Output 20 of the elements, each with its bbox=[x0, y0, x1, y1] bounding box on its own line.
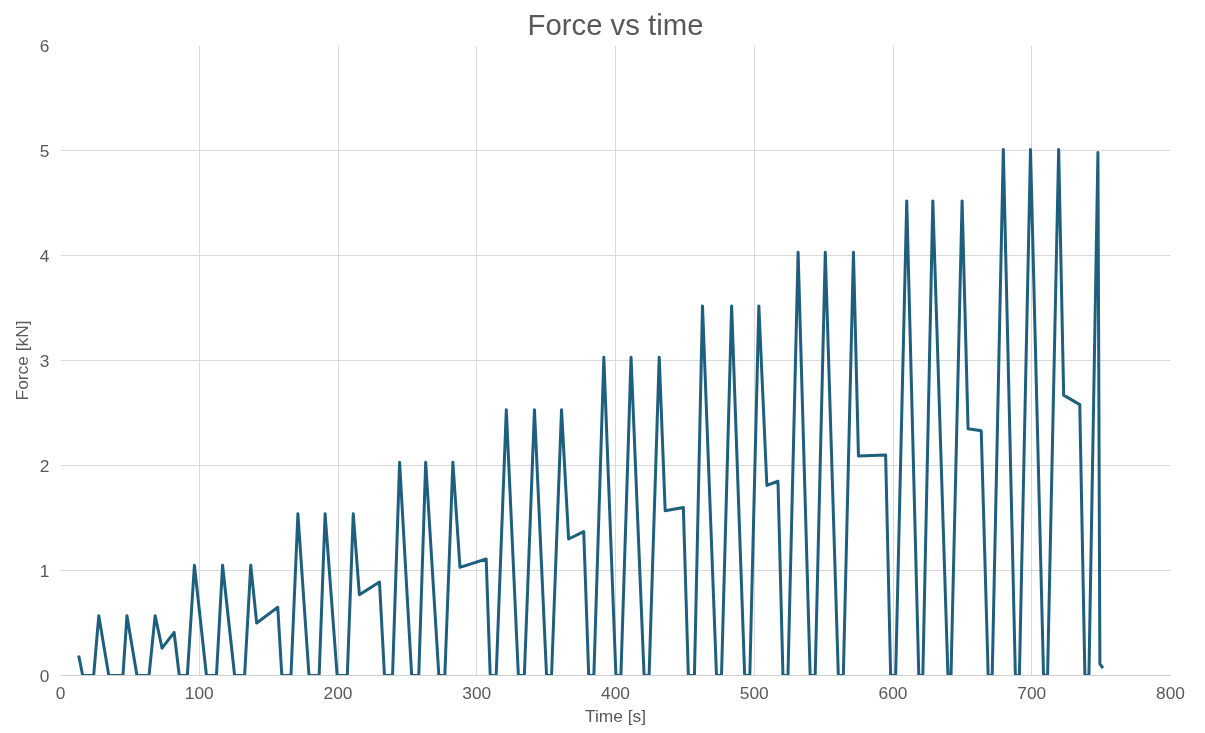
y-tick-label: 5 bbox=[39, 140, 50, 161]
y-tick-label: 4 bbox=[39, 245, 50, 266]
x-tick-label: 700 bbox=[1017, 682, 1047, 703]
y-tick-label: 0 bbox=[39, 665, 50, 686]
x-tick-label: 100 bbox=[184, 682, 214, 703]
x-tick-label: 300 bbox=[462, 682, 492, 703]
y-tick-label: 6 bbox=[39, 35, 50, 56]
x-tick-label: 0 bbox=[55, 682, 66, 703]
y-tick-label: 1 bbox=[39, 560, 50, 581]
y-axis-title: Force [kN] bbox=[11, 320, 32, 401]
x-tick-label: 400 bbox=[601, 682, 630, 703]
chart-title: Force vs time bbox=[527, 7, 704, 41]
x-tick-label: 800 bbox=[1156, 682, 1185, 703]
y-tick-label: 3 bbox=[39, 350, 50, 371]
x-tick-label: 600 bbox=[878, 682, 908, 703]
y-tick-label: 2 bbox=[39, 455, 50, 476]
x-tick-label: 200 bbox=[323, 682, 353, 703]
line-series bbox=[77, 147, 1105, 676]
x-tick-label: 500 bbox=[739, 682, 769, 703]
x-axis-title: Time [s] bbox=[585, 705, 646, 726]
